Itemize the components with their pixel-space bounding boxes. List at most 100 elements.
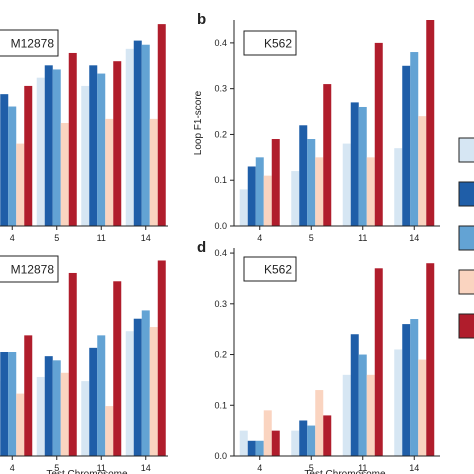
x-axis-label-panel-d: Test Chromosome xyxy=(304,469,386,474)
bar-panel-a-chr4-series4 xyxy=(16,143,25,226)
chart-panels: 4 5 11 14 M12878 4 5 11 14 0.0 0.1 0.2 0.3 0.4 Loop F1… xyxy=(0,11,440,474)
x-tick-label-panel-c-chr14: 14 xyxy=(141,463,151,473)
bar-panel-c-chr5-series3 xyxy=(52,360,61,456)
x-tick-label-panel-b-chr5: 5 xyxy=(309,233,314,243)
bar-panel-c-chr14-series2 xyxy=(133,318,142,456)
legend-swatch-2 xyxy=(458,181,474,207)
bar-panel-a-chr14-series4 xyxy=(149,118,158,226)
x-tick-label-panel-c-chr4: 4 xyxy=(10,463,15,473)
x-tick-label-panel-d-chr11: 11 xyxy=(358,463,367,473)
bar-panel-b-chr14-series5 xyxy=(426,20,435,226)
bar-panel-a-chr5-series3 xyxy=(52,69,61,226)
bar-panel-b-chr4-series5 xyxy=(271,139,280,226)
legend-swatch-3 xyxy=(458,225,474,251)
bar-panel-a-chr11-series3 xyxy=(97,73,106,226)
bar-panel-b-chr5-series2 xyxy=(299,125,308,226)
bar-panel-b-chr5-series5 xyxy=(323,84,332,226)
bar-panel-a-chr11-series1 xyxy=(81,85,90,226)
bar-panel-b-chr11-series1 xyxy=(342,143,351,226)
panel-letter-d: d xyxy=(197,239,206,256)
x-tick-label-panel-c-chr5: 5 xyxy=(54,463,59,473)
bar-panel-a-chr4-series2 xyxy=(0,94,9,226)
y-tick-label-panel-b-3: 0.3 xyxy=(214,84,227,94)
chart-panel-a: 4 5 11 14 M12878 xyxy=(0,24,168,243)
cell-label-panel-b: K562 xyxy=(264,37,292,51)
x-tick-label-panel-c-chr11: 11 xyxy=(97,463,106,473)
bar-panel-c-chr11-series4 xyxy=(105,406,114,456)
bar-panel-b-chr4-series4 xyxy=(263,175,272,226)
bar-panel-c-chr5-series1 xyxy=(36,376,45,456)
bar-panel-b-chr5-series1 xyxy=(291,171,300,226)
bar-panel-c-chr14-series5 xyxy=(157,260,166,456)
x-axis-label-panel-c: Test Chromosome xyxy=(46,469,128,474)
cell-label-panel-a: M12878 xyxy=(11,37,55,51)
bar-panel-b-chr11-series3 xyxy=(358,106,367,226)
bar-panel-d-chr11-series1 xyxy=(342,374,351,456)
bar-panel-d-chr4-series2 xyxy=(247,440,256,456)
bar-panel-b-chr11-series4 xyxy=(366,157,375,226)
cell-label-box-panel-a xyxy=(0,29,59,57)
bar-panel-c-chr4-series2 xyxy=(0,352,9,456)
bar-panel-d-chr11-series3 xyxy=(358,354,367,456)
bar-panel-b-chr4-series3 xyxy=(255,157,264,226)
bar-panel-c-chr14-series1 xyxy=(125,331,134,456)
bar-panel-d-chr14-series3 xyxy=(410,319,419,456)
bar-panel-b-chr14-series3 xyxy=(410,52,419,226)
x-tick-label-panel-d-chr14: 14 xyxy=(409,463,419,473)
y-tick-label-panel-d-3: 0.3 xyxy=(214,299,227,309)
bar-panel-b-chr5-series4 xyxy=(315,157,324,226)
y-tick-label-panel-d-4: 0.4 xyxy=(214,248,227,258)
y-tick-label-panel-d-1: 0.1 xyxy=(214,400,227,410)
x-tick-label-panel-a-chr14: 14 xyxy=(141,233,151,243)
bar-panel-c-chr11-series3 xyxy=(97,335,106,456)
y-tick-label-panel-b-0: 0.0 xyxy=(214,221,227,231)
y-axis-label-panel-b: Loop F1-score xyxy=(193,90,204,155)
cell-label-box-panel-d xyxy=(243,256,297,282)
bar-panel-d-chr14-series4 xyxy=(418,359,427,456)
bar-panel-d-chr11-series4 xyxy=(366,374,375,456)
panel-letter-b: b xyxy=(197,11,206,28)
bar-panel-d-chr5-series4 xyxy=(315,390,324,456)
bar-panel-a-chr14-series1 xyxy=(125,48,134,227)
legend xyxy=(458,137,474,339)
bar-panel-a-chr5-series4 xyxy=(60,123,69,226)
bar-panel-b-chr14-series4 xyxy=(418,116,427,226)
x-tick-label-panel-b-chr11: 11 xyxy=(358,233,367,243)
bar-panel-a-chr5-series2 xyxy=(44,65,53,226)
bar-panel-d-chr4-series4 xyxy=(263,410,272,456)
x-tick-label-panel-d-chr5: 5 xyxy=(309,463,314,473)
bar-panel-c-chr5-series5 xyxy=(68,272,77,456)
cell-label-box-panel-b xyxy=(243,30,297,56)
bar-panel-d-chr5-series3 xyxy=(307,425,316,456)
bar-panel-d-chr14-series2 xyxy=(402,324,411,456)
bar-panel-a-chr14-series2 xyxy=(133,40,142,226)
cell-label-panel-c: M12878 xyxy=(11,263,55,277)
bar-panel-a-chr4-series3 xyxy=(8,106,17,226)
cell-label-panel-d: K562 xyxy=(264,263,292,277)
bar-panel-c-chr11-series2 xyxy=(89,347,98,456)
bar-panel-a-chr11-series2 xyxy=(89,65,98,226)
bar-panel-c-chr11-series1 xyxy=(81,381,90,456)
legend-swatch-1 xyxy=(458,137,474,163)
x-tick-label-panel-b-chr14: 14 xyxy=(409,233,419,243)
bar-panel-c-chr4-series5 xyxy=(24,335,33,456)
bar-panel-a-chr4-series5 xyxy=(24,85,33,226)
bar-panel-b-chr14-series1 xyxy=(394,148,403,226)
bar-panel-d-chr5-series2 xyxy=(299,420,308,456)
x-tick-label-panel-b-chr4: 4 xyxy=(257,233,262,243)
bar-panel-b-chr11-series2 xyxy=(350,102,359,226)
bar-panel-a-chr14-series5 xyxy=(157,24,166,227)
bar-panel-a-chr5-series5 xyxy=(68,52,77,227)
y-tick-label-panel-d-0: 0.0 xyxy=(214,451,227,461)
chart-panel-d: 4 5 11 14 0.0 0.1 0.2 0.3 0.4 Test Chromosome d K56… xyxy=(197,239,440,474)
x-tick-label-panel-a-chr11: 11 xyxy=(97,233,106,243)
bar-panel-d-chr5-series5 xyxy=(323,415,332,456)
x-tick-label-panel-d-chr4: 4 xyxy=(257,463,262,473)
bar-panel-c-chr4-series4 xyxy=(16,393,25,456)
bar-panel-a-chr11-series4 xyxy=(105,118,114,226)
y-tick-label-panel-b-4: 0.4 xyxy=(214,38,227,48)
chart-panel-c: 4 5 11 14 Test Chromosome M12878 xyxy=(0,255,168,474)
bar-panel-c-chr5-series2 xyxy=(44,356,53,456)
